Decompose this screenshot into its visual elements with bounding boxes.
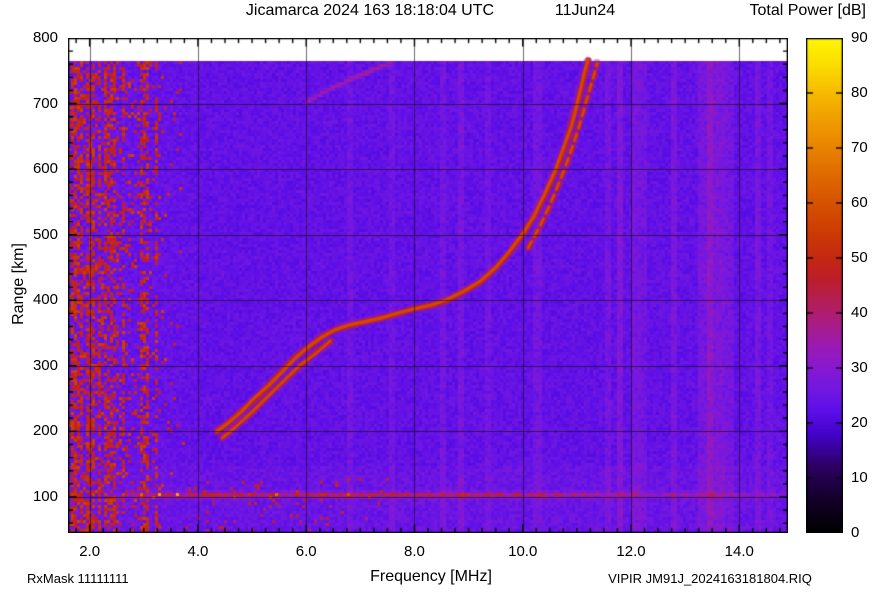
colorbar bbox=[806, 38, 843, 533]
colorbar-tick-label: 60 bbox=[851, 194, 868, 211]
x-tick-label: 12.0 bbox=[616, 543, 646, 560]
colorbar-tick-label: 0 bbox=[851, 524, 860, 541]
colorbar-tick-label: 90 bbox=[851, 29, 868, 46]
x-tick-label: 4.0 bbox=[187, 543, 209, 560]
x-axis-label: Frequency [MHz] bbox=[370, 568, 492, 585]
y-tick-label: 700 bbox=[32, 94, 58, 112]
rx-mask-label: RxMask 11111111 bbox=[27, 571, 129, 586]
y-axis-label: Range [km] bbox=[10, 243, 27, 325]
colorbar-canvas bbox=[806, 38, 843, 533]
x-tick-label: 14.0 bbox=[724, 543, 754, 560]
y-tick-label: 200 bbox=[32, 422, 58, 440]
x-tick-label: 8.0 bbox=[404, 543, 425, 560]
y-tick-label: 100 bbox=[32, 487, 58, 505]
colorbar-tick-label: 10 bbox=[851, 469, 868, 486]
y-tick-label: 500 bbox=[32, 225, 58, 243]
ionogram-plot bbox=[68, 38, 788, 533]
colorbar-tick-label: 40 bbox=[851, 304, 868, 321]
colorbar-tick-label: 50 bbox=[851, 249, 868, 266]
x-tick-label: 10.0 bbox=[508, 543, 538, 560]
colorbar-tick-label: 80 bbox=[851, 84, 868, 101]
y-tick-label: 600 bbox=[32, 160, 58, 178]
colorbar-tick-label: 20 bbox=[851, 414, 868, 431]
colorbar-tick-label: 70 bbox=[851, 139, 868, 156]
y-tick-label: 400 bbox=[32, 291, 58, 309]
date-label: 11Jun24 bbox=[554, 2, 616, 19]
y-tick-label: 800 bbox=[32, 29, 58, 46]
y-tick-label: 300 bbox=[32, 356, 58, 374]
x-tick-label: 2.0 bbox=[79, 543, 101, 560]
file-name-label: VIPIR JM91J_2024163181804.RIQ bbox=[608, 571, 812, 586]
x-tick-label: 6.0 bbox=[295, 543, 317, 560]
colorbar-tick-label: 30 bbox=[851, 359, 868, 376]
colorbar-title: Total Power [dB] bbox=[749, 2, 867, 19]
heatmap-canvas bbox=[68, 38, 788, 533]
page-title: Jicamarca 2024 163 18:18:04 UTC bbox=[245, 2, 495, 19]
